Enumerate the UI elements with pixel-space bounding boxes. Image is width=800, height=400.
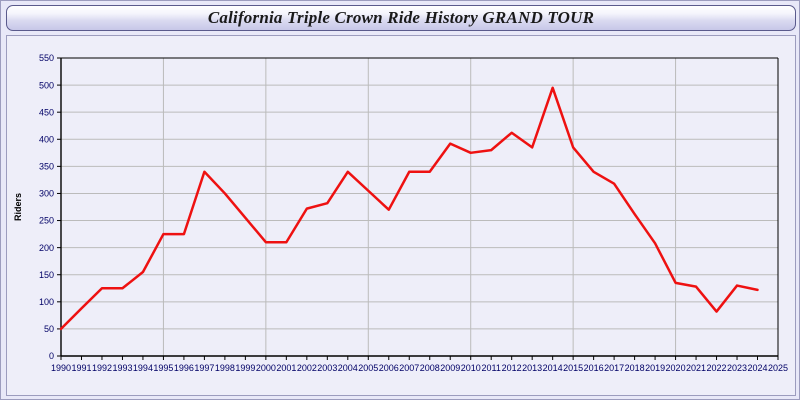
page-title: California Triple Crown Ride History GRA…: [207, 8, 595, 27]
plot-axes-border: [60, 57, 779, 357]
y-tick-label-250: 250: [39, 216, 54, 226]
x-tick-label-2018: 2018: [625, 363, 645, 373]
y-tick-label-100: 100: [39, 297, 54, 307]
x-tick-label-2004: 2004: [338, 363, 358, 373]
x-tick-label-2000: 2000: [256, 363, 276, 373]
x-tick-label-2022: 2022: [707, 363, 727, 373]
y-tick-label-200: 200: [39, 243, 54, 253]
x-grid-lines: [60, 58, 779, 356]
y-tick-label-50: 50: [44, 324, 54, 334]
x-tick-label-2011: 2011: [482, 363, 501, 373]
x-tick-label-1999: 1999: [235, 363, 255, 373]
x-tick-label-2021: 2021: [686, 363, 706, 373]
x-tick-label-2020: 2020: [666, 363, 686, 373]
x-tick-label-1995: 1995: [153, 363, 173, 373]
y-tick-label-550: 550: [39, 53, 54, 63]
x-tick-label-2013: 2013: [522, 363, 542, 373]
x-tick-label-2015: 2015: [563, 363, 583, 373]
x-axis-tick-labels: 1990 1991 1992 1993 1994 1995 1996 1997 1998 1999…: [51, 363, 788, 373]
y-tick-label-350: 350: [39, 162, 54, 172]
x-tick-label-2006: 2006: [379, 363, 399, 373]
plot-panel: 0 50 100 150 200 250 300 350 400 450 500 550 1990 19…: [6, 35, 796, 396]
x-tick-label-2025: 2025: [768, 363, 788, 373]
x-tick-label-1993: 1993: [112, 363, 132, 373]
x-tick-label-2017: 2017: [604, 363, 624, 373]
x-tick-label-2001: 2001: [276, 363, 296, 373]
x-tick-label-2024: 2024: [747, 363, 767, 373]
x-tick-label-2009: 2009: [440, 363, 460, 373]
y-axis-title: Riders: [13, 193, 23, 221]
y-axis-title-text: Riders: [13, 193, 23, 221]
x-tick-label-2023: 2023: [727, 363, 747, 373]
x-tick-label-1994: 1994: [133, 363, 153, 373]
y-tick-label-0: 0: [49, 351, 54, 361]
x-tick-label-1991: 1991: [71, 363, 91, 373]
x-tick-label-1992: 1992: [92, 363, 112, 373]
chart-title-bar: California Triple Crown Ride History GRA…: [6, 5, 796, 31]
x-tick-label-2019: 2019: [645, 363, 665, 373]
x-tick-label-2007: 2007: [399, 363, 419, 373]
x-tick-label-2010: 2010: [461, 363, 481, 373]
x-tick-label-2005: 2005: [358, 363, 378, 373]
data-series-line: [59, 86, 759, 331]
y-tick-label-450: 450: [39, 107, 54, 117]
x-tick-label-1990: 1990: [51, 363, 71, 373]
x-tick-label-2014: 2014: [543, 363, 563, 373]
x-tick-label-2003: 2003: [317, 363, 337, 373]
x-tick-label-1998: 1998: [215, 363, 235, 373]
y-axis-tick-labels: 0 50 100 150 200 250 300 350 400 450 500 550: [39, 53, 54, 361]
x-tick-label-2012: 2012: [502, 363, 522, 373]
y-tick-label-500: 500: [39, 80, 54, 90]
x-tick-label-2016: 2016: [584, 363, 604, 373]
y-tick-label-150: 150: [39, 270, 54, 280]
y-tick-label-400: 400: [39, 134, 54, 144]
y-tick-label-300: 300: [39, 189, 54, 199]
x-tick-label-2008: 2008: [420, 363, 440, 373]
x-tick-label-1997: 1997: [194, 363, 214, 373]
grid-lines: [61, 57, 778, 357]
x-tick-label-2002: 2002: [297, 363, 317, 373]
x-tick-label-1996: 1996: [174, 363, 194, 373]
